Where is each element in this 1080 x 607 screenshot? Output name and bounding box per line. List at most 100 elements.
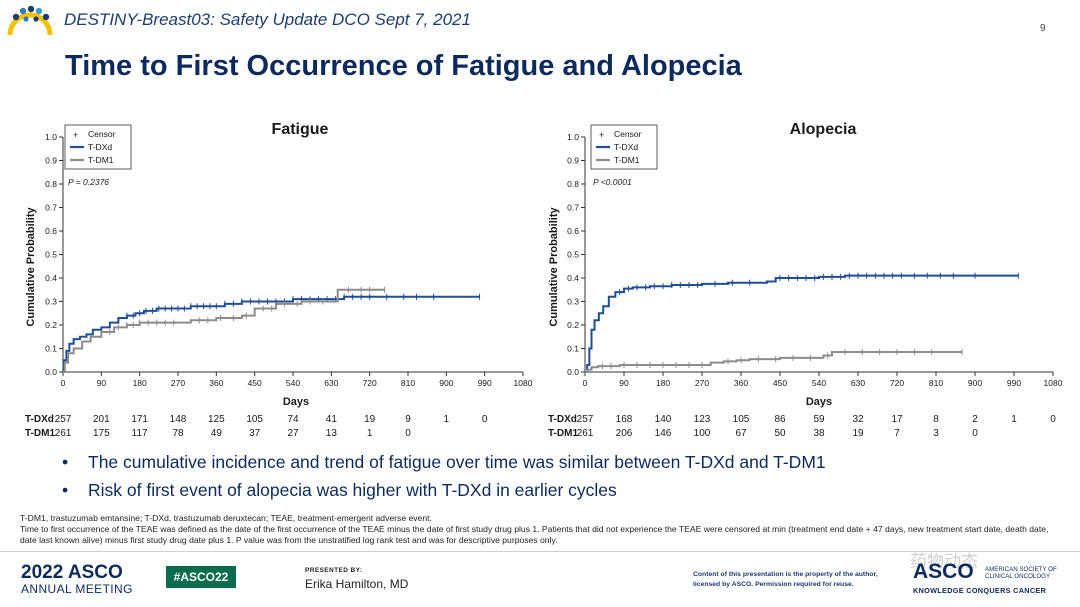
alopecia-y-tick-label: 0.7 — [567, 203, 579, 213]
asco-tagline: KNOWLEDGE CONQUERS CANCER — [913, 586, 1047, 595]
fatigue-risk-cell: 148 — [169, 414, 187, 425]
alopecia-x-tick-label: 360 — [734, 378, 748, 388]
alopecia-x-tick-label: 900 — [968, 378, 982, 388]
destiny-logo-icon — [7, 5, 53, 36]
presenter-name: Erika Hamilton, MD — [305, 577, 409, 591]
alopecia-risk-cell: 19 — [852, 428, 864, 439]
meeting-label: ANNUAL MEETING — [21, 582, 133, 596]
fatigue-risk-cell: 1 — [366, 428, 373, 439]
alopecia-x-tick-label: 540 — [812, 378, 826, 388]
fatigue-risk-cell: 37 — [249, 428, 261, 439]
alopecia-risk-cell: 1 — [1011, 414, 1017, 425]
alopecia-risk-cell: 140 — [654, 414, 672, 425]
fatigue-x-tick-label: 0 — [61, 378, 66, 388]
alopecia-risk-cell: 59 — [813, 414, 825, 425]
alopecia-tdxd-line — [585, 274, 1019, 373]
fatigue-y-tick-label: 0.2 — [45, 320, 57, 330]
alopecia-x-tick-label: 630 — [851, 378, 865, 388]
alopecia-risk-cell: 168 — [615, 414, 633, 425]
fatigue-y-tick-label: 0.1 — [45, 344, 57, 354]
alopecia-y-tick-label: 1.0 — [567, 132, 579, 142]
alopecia-y-tick-label: 0.8 — [567, 179, 579, 189]
alopecia-risk-cell: 105 — [732, 414, 750, 425]
fatigue-y-tick-label: 0.3 — [45, 297, 57, 307]
hashtag-badge: #ASCO22 — [166, 566, 236, 588]
fatigue-y-tick-label: 0.9 — [45, 156, 57, 166]
fatigue-legend: + Censor T-DXd T-DM1 — [64, 124, 132, 170]
alopecia-x-tick-label: 990 — [1007, 378, 1021, 388]
fatigue-y-tick-label: 0.0 — [45, 367, 57, 377]
fatigue-risk-cell: 201 — [92, 414, 110, 425]
fatigue-risk-cell: 41 — [325, 414, 337, 425]
fatigue-risk-cell: 125 — [207, 414, 225, 425]
alopecia-y-tick-label: 0.0 — [567, 367, 579, 377]
alopecia-x-tick-label: 180 — [656, 378, 670, 388]
alopecia-legend: + Censor T-DXd T-DM1 — [590, 124, 658, 170]
fatigue-x-tick-label: 270 — [171, 378, 185, 388]
alopecia-risk-cell: 0 — [972, 428, 978, 439]
fatigue-risk-cell: 49 — [210, 428, 222, 439]
alopecia-risk-cell: 86 — [774, 414, 786, 425]
fatigue-y-tick-label: 0.5 — [45, 250, 57, 260]
presented-by-label: PRESENTED BY: — [305, 567, 363, 574]
alopecia-legend-tdm1: T-DM1 — [614, 155, 640, 165]
footnote-abbreviations: T-DM1, trastuzumab emtansine; T-DXd, tra… — [20, 513, 432, 523]
fatigue-risk-cell: 171 — [131, 414, 148, 425]
alopecia-legend-tdxd: T-DXd — [614, 142, 638, 152]
fatigue-y-axis-label: Cumulative Probability — [25, 207, 37, 327]
alopecia-risk-cell: 67 — [735, 428, 747, 439]
alopecia-risk-cell: 257 — [576, 414, 594, 425]
fatigue-risk-cell: 9 — [405, 414, 411, 425]
alopecia-x-tick-label: 90 — [619, 378, 629, 388]
fatigue-legend-tdm1: T-DM1 — [88, 155, 114, 165]
alopecia-y-tick-label: 0.4 — [567, 273, 579, 283]
fatigue-risk-cell: 13 — [325, 428, 337, 439]
fatigue-x-tick-label: 630 — [324, 378, 338, 388]
asco-society-text: AMERICAN SOCIETY OF CLINICAL ONCOLOGY — [985, 566, 1057, 580]
asco-logo-text: ASCO — [913, 560, 974, 583]
footnote-definition: Time to first occurrence of the TEAE was… — [20, 524, 1049, 545]
alopecia-x-tick-label: 720 — [890, 378, 904, 388]
fatigue-x-tick-label: 900 — [439, 378, 453, 388]
asco-annual-meeting-logo: 2022 ASCO ANNUAL MEETING — [21, 563, 133, 596]
alopecia-y-tick-label: 0.3 — [567, 297, 579, 307]
key-findings: • The cumulative incidence and trend of f… — [62, 452, 1062, 508]
bullet-dot: • — [62, 480, 69, 500]
fatigue-legend-censor-mark: + — [73, 130, 78, 140]
alopecia-legend-censor-mark: + — [599, 130, 604, 140]
fatigue-risk-cell: 1 — [443, 414, 450, 425]
alopecia-risk-cell: 8 — [933, 414, 939, 425]
fatigue-x-tick-label: 450 — [248, 378, 262, 388]
fatigue-p-value: P = 0.2376 — [68, 177, 109, 187]
alopecia-risk-cell: 38 — [813, 428, 825, 439]
fatigue-y-tick-label: 0.8 — [45, 179, 57, 189]
fatigue-risk-cell: 105 — [246, 414, 263, 425]
alopecia-y-tick-label: 0.6 — [567, 226, 579, 236]
alopecia-legend-censor: Censor — [614, 129, 642, 139]
fatigue-risk-cell: 261 — [54, 428, 72, 439]
alopecia-y-axis-label: Cumulative Probability — [548, 207, 560, 327]
fatigue-y-tick-label: 0.7 — [45, 203, 57, 213]
fatigue-risk-row-label: T-DM1 — [25, 428, 55, 439]
alopecia-y-tick-label: 0.1 — [567, 344, 579, 354]
alopecia-y-tick-label: 0.5 — [567, 250, 579, 260]
alopecia-chart: Alopecia Cumulative Probability Days P <… — [548, 121, 1063, 408]
fatigue-tdm1-line — [63, 288, 385, 373]
fatigue-x-tick-label: 990 — [478, 378, 492, 388]
watermark: 药物动态 — [910, 552, 978, 571]
alopecia-y-tick-label: 0.2 — [567, 320, 579, 330]
conference-title: DESTINY-Breast03: Safety Update DCO Sept… — [64, 10, 471, 29]
copyright-notice: Content of this presentation is the prop… — [693, 571, 878, 588]
fatigue-chart: Fatigue Cumulative Probability Days P = … — [25, 121, 533, 408]
bullet-item: • Risk of first event of alopecia was hig… — [62, 480, 1062, 501]
bullet-text: Risk of first event of alopecia was high… — [88, 480, 617, 500]
fatigue-x-tick-label: 90 — [97, 378, 107, 388]
alopecia-p-value: P <0.0001 — [593, 177, 632, 187]
fatigue-x-axis-label: Days — [283, 396, 309, 408]
alopecia-risk-cell: 2 — [972, 414, 978, 425]
meeting-year: 2022 ASCO — [21, 562, 123, 583]
fatigue-risk-cell: 78 — [172, 428, 184, 439]
fatigue-x-tick-label: 360 — [209, 378, 223, 388]
fatigue-y-tick-label: 1.0 — [45, 132, 57, 142]
alopecia-risk-cell: 3 — [933, 428, 939, 439]
